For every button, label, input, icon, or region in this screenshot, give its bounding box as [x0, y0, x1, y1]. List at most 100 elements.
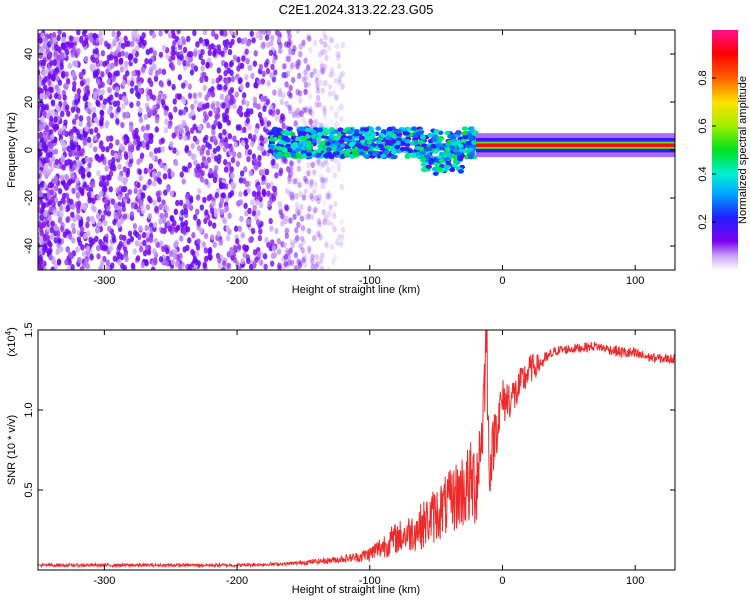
heatmap-cell [227, 212, 232, 219]
heatmap-cell [312, 207, 318, 214]
heatmap-cell [167, 80, 172, 87]
heatmap-cell [212, 135, 217, 142]
heatmap-cell [332, 225, 338, 232]
heatmap-cell [282, 63, 287, 70]
heatmap-cell [203, 247, 209, 254]
snr-multiplier: (x104) [4, 327, 18, 357]
heatmap-cell [211, 222, 217, 229]
heatmap-cell [121, 42, 126, 50]
heatmap-cell [205, 141, 210, 148]
heatmap-cell [45, 225, 50, 232]
heatmap-cell [313, 187, 318, 194]
heatmap-cell [317, 194, 322, 201]
heatmap-cell [53, 196, 59, 204]
heatmap-cell [51, 31, 57, 39]
heatmap-cell [318, 79, 324, 86]
heatmap-cell [216, 83, 221, 91]
heatmap-cell [271, 57, 277, 65]
heatmap-cell [144, 260, 149, 267]
heatmap-cell [250, 199, 255, 206]
heatmap-cell [373, 150, 380, 156]
heatmap-cell [84, 125, 89, 132]
heatmap-cell [239, 62, 245, 70]
heatmap-cell [265, 67, 271, 75]
heatmap-cell [181, 82, 186, 89]
heatmap-cell [129, 211, 135, 218]
heatmap-cell [192, 92, 198, 99]
heatmap-cell [284, 232, 290, 240]
heatmap-cell [224, 107, 230, 115]
heatmap-cell [204, 38, 210, 46]
heatmap-cell [76, 132, 82, 140]
heatmap-cell [232, 135, 237, 142]
heatmap-cell [195, 208, 200, 216]
heatmap-cell [52, 37, 57, 44]
heatmap-cell [57, 55, 62, 63]
heatmap-cell [298, 260, 303, 267]
heatmap-cell [280, 92, 286, 99]
heatmap-cell [317, 127, 324, 132]
heatmap-cell [151, 94, 157, 101]
heatmap-cell [331, 210, 337, 217]
heatmap-cell [326, 210, 332, 218]
heatmap-cell [283, 131, 290, 137]
heatmap-cell [331, 90, 336, 97]
heatmap-cell [399, 146, 406, 152]
heatmap-cell [299, 215, 305, 222]
heatmap-cell [296, 209, 301, 216]
heatmap-cell [143, 113, 148, 121]
heatmap-cell [175, 199, 180, 207]
heatmap-cell [290, 194, 296, 201]
heatmap-cell [100, 214, 106, 221]
heatmap-cell [136, 69, 141, 77]
heatmap-cell [252, 60, 258, 67]
heatmap-cell [301, 39, 306, 46]
heatmap-cell [39, 181, 45, 188]
heatmap-cell [295, 63, 300, 70]
heatmap-cell [207, 220, 213, 227]
heatmap-cell [216, 67, 222, 74]
spectrogram-x-ticks: -300 -200 -100 0 100 [93, 30, 644, 287]
heatmap-cell [87, 108, 92, 115]
heatmap-cell [214, 114, 219, 121]
heatmap-cell [328, 203, 334, 210]
heatmap-cell [204, 178, 209, 185]
heatmap-cell [297, 143, 304, 148]
heatmap-cell [219, 208, 225, 216]
heatmap-cell [197, 101, 203, 109]
heatmap-cell [227, 133, 233, 140]
heatmap-cell [321, 208, 326, 216]
heatmap-cell [101, 175, 107, 182]
colorbar-label: Normalized spectral amplitude [737, 76, 749, 224]
heatmap-cell [451, 154, 458, 159]
heatmap-cell [319, 67, 325, 74]
heatmap-cell [208, 254, 213, 261]
heatmap-cell [288, 84, 293, 92]
heatmap-cell [51, 177, 57, 185]
heatmap-cell [49, 233, 55, 240]
y-tick-label: 1.5 [23, 322, 35, 337]
heatmap-cell [269, 225, 274, 232]
heatmap-cell [57, 217, 62, 224]
heatmap-cell [299, 204, 304, 211]
heatmap-cell [420, 162, 427, 167]
heatmap-cell [144, 135, 149, 143]
heatmap-cell [65, 246, 70, 253]
heatmap-cell [317, 69, 322, 76]
heatmap-cell [106, 210, 112, 217]
heatmap-cell [63, 83, 68, 90]
heatmap-cell [268, 109, 273, 116]
heatmap-cell [163, 211, 169, 219]
heatmap-cell [390, 150, 397, 155]
heatmap-cell [171, 54, 176, 61]
heatmap-cell [271, 245, 277, 253]
heatmap-cell [199, 204, 205, 211]
heatmap-cell [287, 190, 293, 197]
heatmap-cell [107, 71, 112, 79]
heatmap-cell [164, 260, 169, 267]
heatmap-cell [270, 239, 275, 246]
heatmap-cell [197, 91, 203, 98]
heatmap-cell [222, 116, 227, 123]
heatmap-cell [287, 33, 292, 40]
heatmap-cell [284, 81, 289, 88]
